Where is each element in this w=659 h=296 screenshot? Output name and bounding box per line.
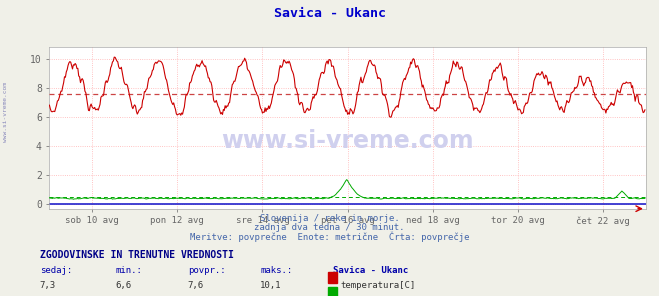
Text: ZGODOVINSKE IN TRENUTNE VREDNOSTI: ZGODOVINSKE IN TRENUTNE VREDNOSTI <box>40 250 233 260</box>
Text: temperatura[C]: temperatura[C] <box>340 281 415 290</box>
Text: www.si-vreme.com: www.si-vreme.com <box>3 83 8 142</box>
Text: Savica - Ukanc: Savica - Ukanc <box>273 7 386 20</box>
Text: 10,1: 10,1 <box>260 281 282 290</box>
Text: 7,6: 7,6 <box>188 281 204 290</box>
Text: Meritve: povprečne  Enote: metrične  Črta: povprečje: Meritve: povprečne Enote: metrične Črta:… <box>190 231 469 242</box>
Text: 7,3: 7,3 <box>40 281 55 290</box>
Text: maks.:: maks.: <box>260 266 293 274</box>
Text: Savica - Ukanc: Savica - Ukanc <box>333 266 408 274</box>
Text: 6,6: 6,6 <box>115 281 131 290</box>
Text: povpr.:: povpr.: <box>188 266 225 274</box>
Text: zadnja dva tedna / 30 minut.: zadnja dva tedna / 30 minut. <box>254 223 405 231</box>
Text: sedaj:: sedaj: <box>40 266 72 274</box>
Text: min.:: min.: <box>115 266 142 274</box>
Text: www.si-vreme.com: www.si-vreme.com <box>221 129 474 153</box>
Text: Slovenija / reke in morje.: Slovenija / reke in morje. <box>260 214 399 223</box>
